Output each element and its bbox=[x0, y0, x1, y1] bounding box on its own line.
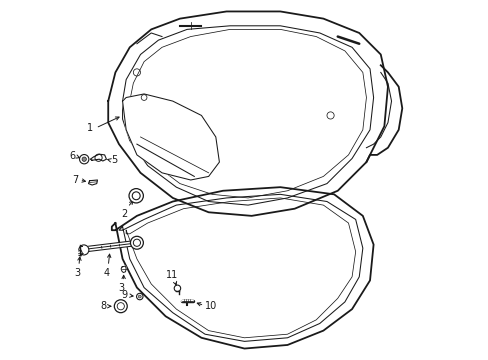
Text: 11: 11 bbox=[165, 270, 178, 280]
Text: 1: 1 bbox=[87, 123, 93, 133]
Text: 10: 10 bbox=[204, 301, 217, 311]
Text: 9: 9 bbox=[122, 291, 128, 301]
Text: 7: 7 bbox=[72, 175, 79, 185]
Circle shape bbox=[79, 245, 89, 255]
Polygon shape bbox=[122, 94, 219, 180]
Text: 2: 2 bbox=[121, 209, 127, 219]
Polygon shape bbox=[90, 154, 106, 161]
Polygon shape bbox=[112, 187, 373, 348]
Text: 5: 5 bbox=[111, 155, 117, 165]
Text: 4: 4 bbox=[103, 268, 109, 278]
Circle shape bbox=[129, 189, 143, 203]
Text: 3: 3 bbox=[119, 283, 124, 293]
Text: 8: 8 bbox=[100, 301, 106, 311]
Polygon shape bbox=[121, 266, 126, 273]
Circle shape bbox=[138, 295, 141, 298]
Circle shape bbox=[80, 154, 89, 164]
Polygon shape bbox=[79, 250, 82, 256]
Circle shape bbox=[82, 157, 86, 161]
Polygon shape bbox=[108, 12, 387, 216]
Polygon shape bbox=[88, 180, 97, 185]
Text: 3: 3 bbox=[75, 268, 81, 278]
Text: 6: 6 bbox=[69, 150, 75, 161]
Circle shape bbox=[130, 236, 143, 249]
